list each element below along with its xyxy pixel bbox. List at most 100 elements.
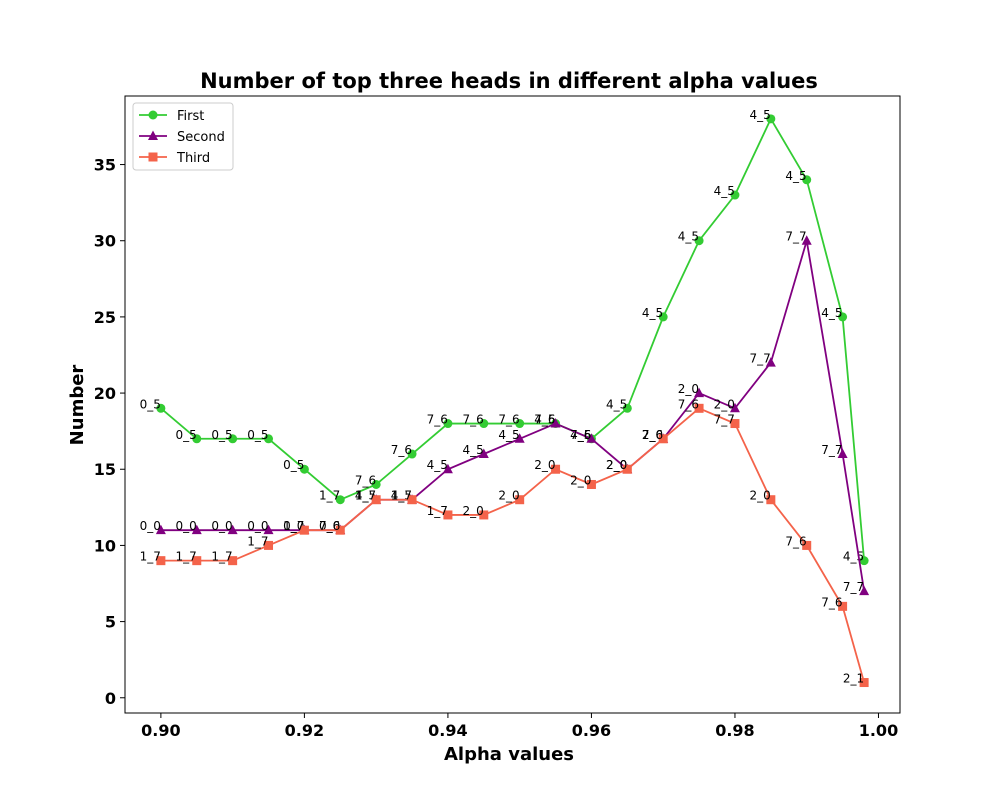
point-label: 7_7 — [843, 580, 864, 594]
chart-title: Number of top three heads in different a… — [200, 69, 818, 93]
point-label: 1_7 — [140, 550, 161, 564]
point-label: 1_7 — [319, 489, 340, 503]
legend: First Second Third — [132, 102, 234, 171]
point-label: 2_0 — [463, 504, 484, 518]
point-label: 0_5 — [283, 458, 304, 472]
point-label: 0_5 — [140, 397, 161, 411]
data-point — [859, 556, 869, 566]
data-point — [859, 678, 869, 688]
data-point — [479, 510, 489, 520]
point-label: 1_7 — [391, 489, 412, 503]
x-axis-label: Alpha values — [444, 744, 574, 765]
point-label: 1_7 — [211, 550, 232, 564]
data-point — [859, 585, 870, 596]
data-point — [730, 419, 740, 429]
data-point — [407, 449, 417, 459]
x-axis: 0.90 0.92 0.94 0.96 0.98 1.00 — [141, 713, 898, 740]
y-tick-label: 25 — [94, 308, 116, 327]
point-label: 1_7 — [283, 519, 304, 533]
legend-item-second: Second — [139, 130, 225, 145]
x-tick-label: 0.98 — [715, 721, 754, 740]
data-point — [192, 434, 202, 444]
data-point — [443, 419, 453, 429]
data-point — [658, 434, 668, 444]
plot-frame — [124, 95, 901, 714]
point-label: 7_6 — [785, 534, 806, 548]
data-point — [694, 236, 704, 246]
data-point — [264, 434, 274, 444]
point-label: 7_6 — [463, 413, 484, 427]
legend-marker — [148, 152, 158, 162]
data-point — [837, 448, 848, 459]
y-tick-label: 30 — [94, 232, 116, 251]
data-point — [622, 464, 632, 474]
y-tick-label: 35 — [94, 156, 116, 175]
point-label: 2_0 — [606, 458, 627, 472]
series-third: 1_7 1_7 1_7 1_7 1_7 7_6 1_7 1_7 1_7 2_0 2_0 2_0 2_0 2… — [140, 397, 869, 688]
data-point — [586, 479, 596, 489]
data-point — [227, 524, 238, 535]
legend-marker — [148, 110, 158, 120]
data-point — [263, 524, 274, 535]
point-label: 2_0 — [498, 489, 519, 503]
point-label: 4_5 — [714, 184, 735, 198]
point-label: 2_1 — [843, 672, 864, 686]
point-label: 7_7 — [714, 413, 735, 427]
data-point — [335, 495, 345, 505]
point-label: 2_0 — [642, 428, 663, 442]
data-point — [515, 495, 525, 505]
data-point — [802, 175, 812, 185]
point-label: 0_0 — [175, 519, 196, 533]
data-point — [191, 524, 202, 535]
legend-label: Third — [176, 151, 210, 166]
data-point — [228, 434, 238, 444]
point-label: 7_6 — [427, 413, 448, 427]
data-point — [838, 312, 848, 322]
point-label: 7_6 — [391, 443, 412, 457]
point-label: 4_5 — [750, 108, 771, 122]
point-label: 4_5 — [821, 306, 842, 320]
point-label: 4_5 — [355, 489, 376, 503]
data-point — [515, 419, 525, 429]
point-label: 4_5 — [785, 169, 806, 183]
point-label: 4_5 — [606, 397, 627, 411]
point-label: 0_5 — [175, 428, 196, 442]
point-label: 2_0 — [606, 458, 627, 472]
data-point — [156, 403, 166, 413]
point-label: 4_5 — [843, 550, 864, 564]
point-label: 7_7 — [821, 443, 842, 457]
data-point — [730, 190, 740, 200]
point-label: 0_0 — [211, 519, 232, 533]
point-label: 7_6 — [642, 428, 663, 442]
legend-label: Second — [177, 130, 225, 145]
data-point — [766, 114, 776, 124]
x-tick-label: 0.90 — [141, 721, 180, 740]
point-label: 1_7 — [427, 504, 448, 518]
data-point — [658, 312, 668, 322]
point-label: 2_0 — [570, 473, 591, 487]
point-label: 0_0 — [283, 519, 304, 533]
legend-item-third: Third — [139, 151, 210, 166]
legend-item-first: First — [139, 109, 204, 124]
point-label: 1_7 — [247, 534, 268, 548]
data-point — [586, 433, 597, 443]
data-point — [371, 479, 381, 489]
data-point — [766, 495, 776, 505]
x-tick-label: 0.92 — [285, 721, 324, 740]
point-label: 7_6 — [534, 413, 555, 427]
point-label: 0_0 — [140, 519, 161, 533]
data-point — [694, 403, 704, 413]
point-label: 7_6 — [678, 397, 699, 411]
data-point — [802, 540, 812, 550]
legend-label: First — [177, 109, 204, 124]
point-label: 7_6 — [498, 413, 519, 427]
data-point — [442, 463, 453, 474]
point-label: 2_0 — [750, 489, 771, 503]
data-point — [155, 524, 166, 535]
y-tick-label: 0 — [105, 689, 116, 708]
data-point — [156, 556, 166, 566]
data-point — [622, 403, 632, 413]
point-label: 0_5 — [247, 428, 268, 442]
data-point — [299, 464, 309, 474]
